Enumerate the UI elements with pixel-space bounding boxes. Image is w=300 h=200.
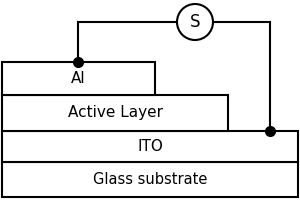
Circle shape [177,4,213,40]
Bar [2,162,298,197]
Bar [2,62,155,95]
Text: ITO: ITO [137,139,163,154]
Text: S: S [190,13,200,31]
Bar [2,95,228,131]
Text: Active Layer: Active Layer [68,106,163,120]
Text: Al: Al [71,71,86,86]
Text: Glass substrate: Glass substrate [93,172,207,187]
Bar [2,131,298,162]
